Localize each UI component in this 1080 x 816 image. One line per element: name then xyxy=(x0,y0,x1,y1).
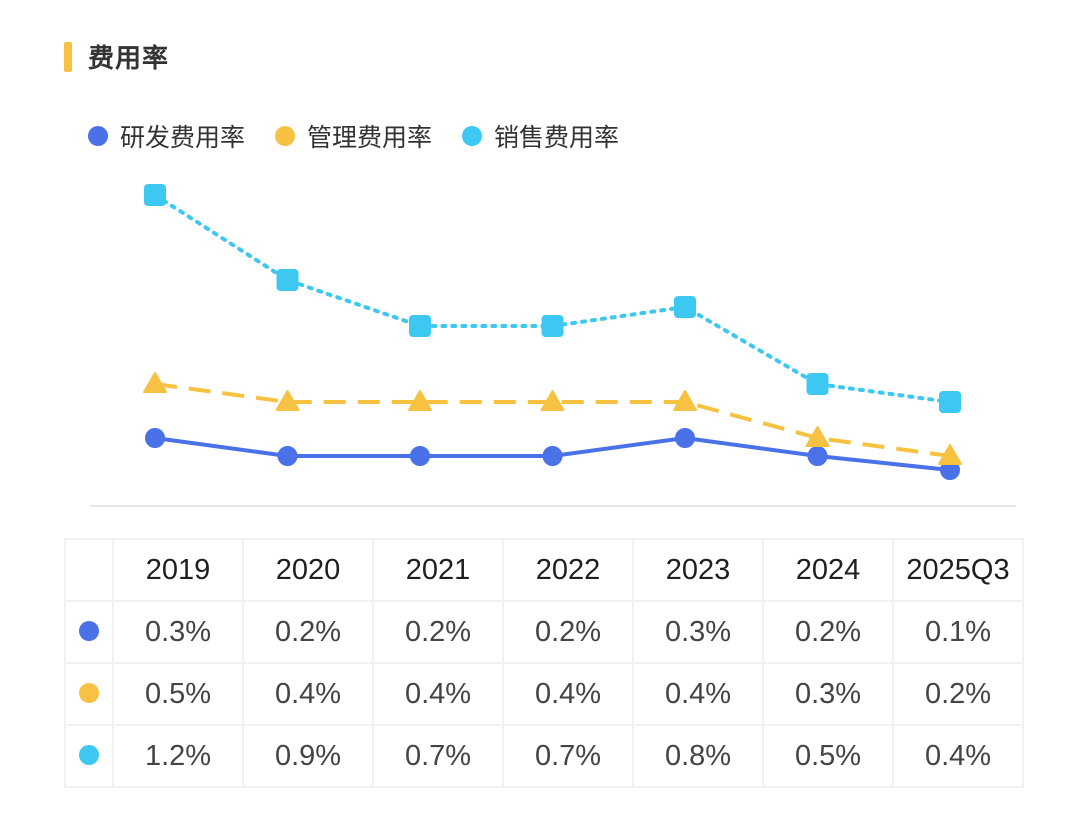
series-line-2 xyxy=(153,193,952,404)
data-table: 2019 2020 2021 2022 2023 2024 2025Q3 0.3… xyxy=(64,538,1024,788)
table-cell: 0.3% xyxy=(632,600,764,664)
data-point-s2-6 xyxy=(939,391,961,413)
table-cell: 0.2% xyxy=(242,600,374,664)
data-point-s1-0 xyxy=(143,372,167,393)
row-dot-rd xyxy=(79,620,99,641)
table-header-cell: 2025Q3 xyxy=(892,538,1024,602)
chart-legend: 研发费用率 管理费用率 销售费用率 xyxy=(88,118,649,154)
row-dot-sales xyxy=(79,744,99,765)
row-marker-cell xyxy=(64,724,114,788)
table-cell: 0.8% xyxy=(632,724,764,788)
legend-dot-admin xyxy=(275,126,296,146)
table-cell: 0.2% xyxy=(502,600,634,664)
data-point-s1-6 xyxy=(938,444,962,465)
table-header-cell: 2019 xyxy=(112,538,244,602)
table-header-row: 2019 2020 2021 2022 2023 2024 2025Q3 xyxy=(64,538,1024,602)
table-cell: 0.4% xyxy=(242,662,374,726)
table-corner-cell xyxy=(64,538,114,602)
table-cell: 0.4% xyxy=(892,724,1024,788)
table-cell: 0.7% xyxy=(502,724,634,788)
row-marker-cell xyxy=(64,600,114,664)
chart-title: 费用率 xyxy=(88,44,170,74)
data-point-s1-4 xyxy=(673,390,697,411)
row-marker-cell xyxy=(64,662,114,726)
table-header-cell: 2021 xyxy=(372,538,504,602)
data-point-s0-5 xyxy=(807,446,828,466)
table-cell: 0.4% xyxy=(372,662,504,726)
table-cell: 0.3% xyxy=(112,600,244,664)
data-point-s0-3 xyxy=(542,446,563,466)
table-cell: 0.9% xyxy=(242,724,374,788)
table-header-cell: 2023 xyxy=(632,538,764,602)
legend-dot-rd xyxy=(88,126,108,146)
table-header-cell: 2024 xyxy=(762,538,894,602)
data-point-s0-0 xyxy=(145,428,165,448)
table-cell: 0.2% xyxy=(892,662,1024,726)
data-point-s0-4 xyxy=(675,428,695,448)
data-point-s1-1 xyxy=(275,390,300,411)
table-cell: 0.7% xyxy=(372,724,504,788)
data-point-s1-5 xyxy=(805,426,830,447)
table-cell: 0.4% xyxy=(632,662,764,726)
data-point-s2-3 xyxy=(541,315,564,337)
table-cell: 0.1% xyxy=(892,600,1024,664)
table-header-cell: 2022 xyxy=(502,538,634,602)
data-point-s2-5 xyxy=(806,373,829,395)
data-point-s0-2 xyxy=(410,446,430,466)
legend-item-sales: 销售费用率 xyxy=(462,118,619,154)
chart-header: 费用率 xyxy=(64,38,169,75)
table-cell: 0.5% xyxy=(762,724,894,788)
legend-label-admin: 管理费用率 xyxy=(307,123,433,152)
legend-item-admin: 管理费用率 xyxy=(275,118,432,154)
table-cell: 0.2% xyxy=(762,600,894,664)
table-cell: 0.3% xyxy=(762,662,894,726)
legend-label-sales: 销售费用率 xyxy=(494,123,620,152)
table-header-cell: 2020 xyxy=(242,538,374,602)
data-point-s1-3 xyxy=(540,390,565,411)
legend-dot-sales xyxy=(462,126,483,146)
data-point-s2-0 xyxy=(144,184,166,206)
data-point-s1-2 xyxy=(408,390,432,411)
legend-label-rd: 研发费用率 xyxy=(120,123,246,152)
table-cell: 0.5% xyxy=(112,662,244,726)
table-cell: 0.4% xyxy=(502,662,634,726)
table-cell: 0.2% xyxy=(372,600,504,664)
table-cell: 1.2% xyxy=(112,724,244,788)
row-dot-admin xyxy=(79,682,99,703)
line-chart xyxy=(90,184,1016,507)
legend-item-rd: 研发费用率 xyxy=(88,118,245,154)
table-row-admin: 0.5% 0.4% 0.4% 0.4% 0.4% 0.3% 0.2% xyxy=(64,662,1024,726)
title-accent-bar xyxy=(64,41,72,72)
data-point-s2-4 xyxy=(674,296,696,318)
data-point-s2-2 xyxy=(409,315,431,337)
table-row-rd: 0.3% 0.2% 0.2% 0.2% 0.3% 0.2% 0.1% xyxy=(64,600,1024,664)
data-point-s0-1 xyxy=(277,446,298,466)
table-row-sales: 1.2% 0.9% 0.7% 0.7% 0.8% 0.5% 0.4% xyxy=(64,724,1024,788)
data-point-s2-1 xyxy=(276,269,299,291)
